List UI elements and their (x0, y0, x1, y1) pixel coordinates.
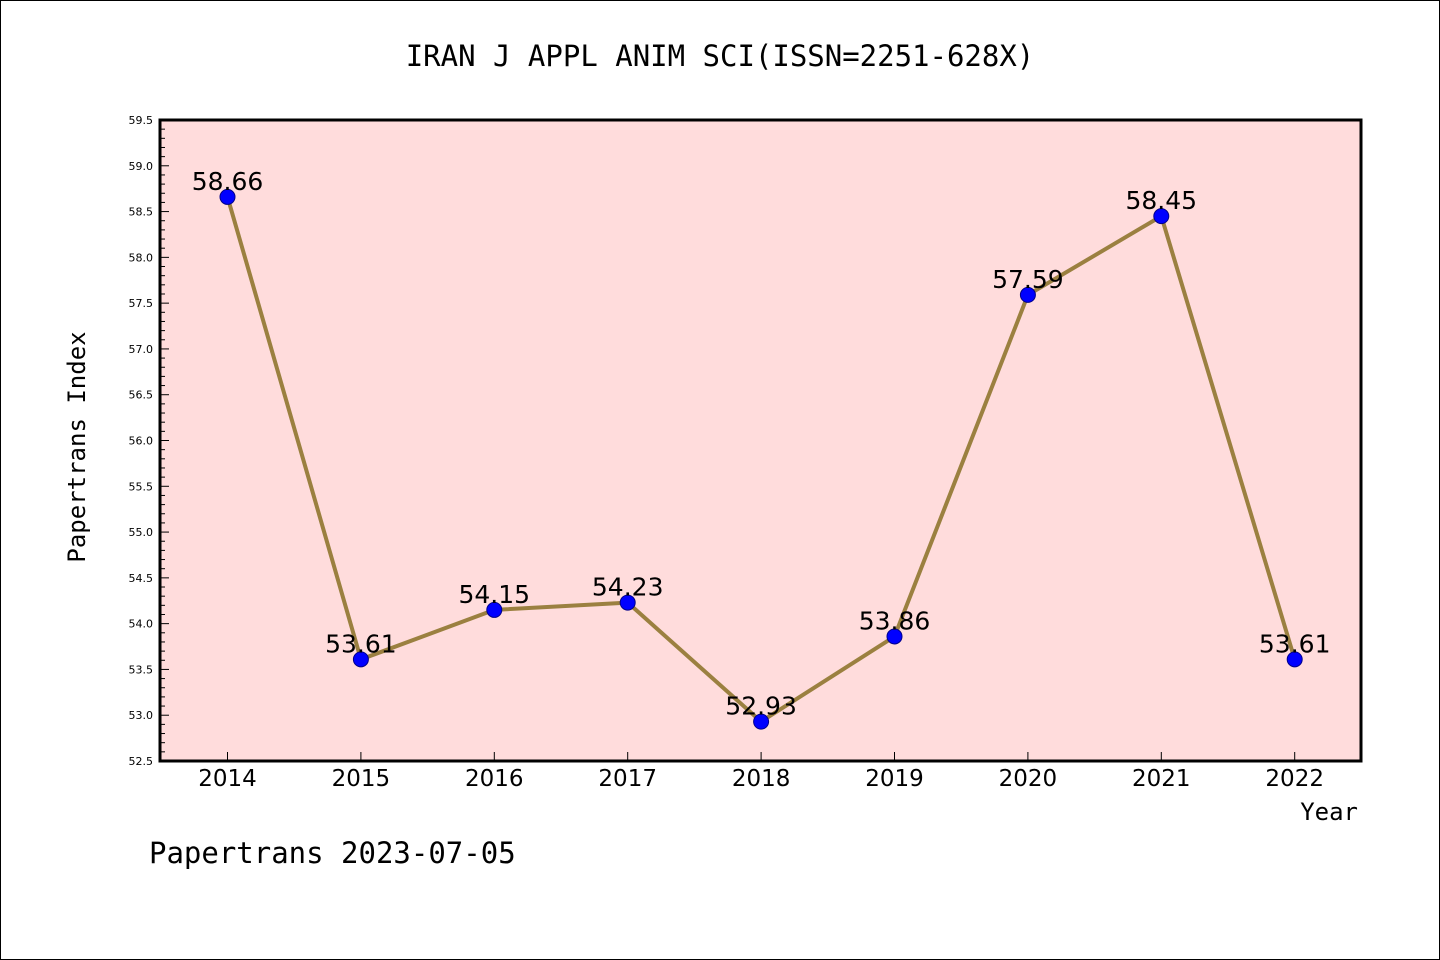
y-tick-label: 52.5 (129, 755, 154, 768)
y-tick-label: 55.0 (129, 526, 154, 539)
data-label: 53.86 (859, 606, 931, 635)
x-tick-label: 2015 (332, 766, 391, 792)
data-point (886, 628, 903, 645)
x-tick-label: 2014 (198, 766, 257, 792)
footer-text: Papertrans 2023-07-05 (149, 836, 516, 870)
x-axis: 2014 2015 2016 2017 2018 2019 2020 2021 2022 (198, 752, 1324, 792)
x-tick-label: 2022 (1265, 766, 1324, 792)
y-tick-label: 53.0 (129, 709, 154, 722)
data-label: 54.15 (459, 580, 531, 609)
x-tick-label: 2018 (732, 766, 791, 792)
data-label: 52.93 (725, 692, 797, 721)
data-label: 58.45 (1126, 186, 1198, 215)
y-tick-label: 54.0 (129, 618, 154, 631)
data-point (486, 601, 503, 618)
y-tick-label: 56.0 (129, 435, 154, 448)
data-point (1286, 651, 1303, 668)
x-tick-label: 2016 (465, 766, 524, 792)
data-point (352, 651, 369, 668)
plot-border (158, 118, 1363, 763)
markers (219, 188, 1303, 730)
y-tick-label: 59.5 (129, 114, 154, 127)
y-tick-label: 53.5 (129, 663, 154, 676)
plot-area (160, 120, 1361, 761)
x-tick-label: 2021 (1132, 766, 1191, 792)
data-label: 53.61 (325, 629, 397, 658)
y-tick-label: 57.5 (129, 297, 154, 310)
data-labels: 58.66 53.61 54.15 54.23 52.93 53.86 57.59 58.45… (192, 167, 1331, 721)
y-tick-label: 59.0 (129, 160, 154, 173)
y-tick-label: 56.5 (129, 389, 154, 402)
data-point (1153, 208, 1170, 225)
x-tick-label: 2017 (598, 766, 657, 792)
y-tick-label: 55.5 (129, 480, 154, 493)
y-axis: 52.5 53.0 53.5 54.0 54.5 55.0 55.5 56.0 56.5 57.0… (129, 114, 169, 768)
data-label: 53.61 (1259, 629, 1331, 658)
chart-title: IRAN J APPL ANIM SCI(ISSN=2251-628X) (406, 39, 1035, 73)
y-tick-label: 58.0 (129, 251, 154, 264)
data-label: 58.66 (192, 167, 264, 196)
x-tick-label: 2020 (999, 766, 1058, 792)
data-point (619, 594, 636, 611)
data-point (753, 713, 770, 730)
y-tick-label: 57.0 (129, 343, 154, 356)
data-label: 54.23 (592, 573, 664, 602)
x-tick-label: 2019 (865, 766, 924, 792)
data-point (1019, 286, 1036, 303)
y-axis-title: Papertrans Index (63, 331, 91, 562)
data-label: 57.59 (992, 265, 1064, 294)
x-axis-title: Year (1300, 798, 1358, 826)
data-point (219, 188, 236, 205)
y-tick-label: 58.5 (129, 206, 154, 219)
y-tick-label: 54.5 (129, 572, 154, 585)
